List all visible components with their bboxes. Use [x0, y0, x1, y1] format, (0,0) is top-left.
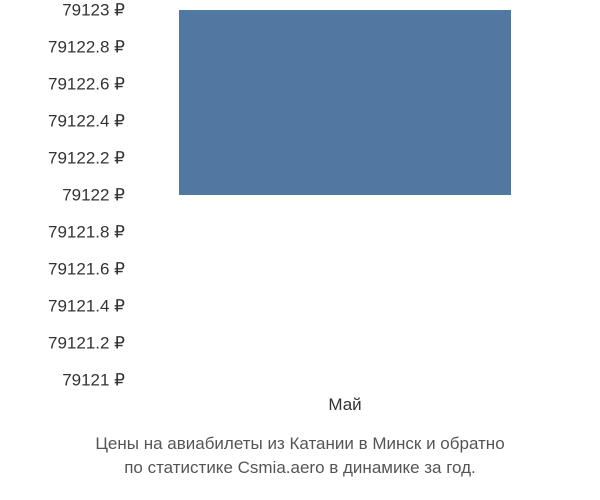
y-tick-label: 79122 ₽	[62, 187, 125, 204]
x-axis: Май	[130, 395, 560, 425]
y-tick-label: 79121.8 ₽	[48, 224, 125, 241]
y-tick-label: 79122.8 ₽	[48, 39, 125, 56]
chart-caption: Цены на авиабилеты из Катании в Минск и …	[0, 432, 600, 480]
chart-area: 79123 ₽79122.8 ₽79122.6 ₽79122.4 ₽79122.…	[0, 10, 600, 390]
x-tick-label: Май	[328, 395, 361, 415]
y-tick-label: 79122.6 ₽	[48, 76, 125, 93]
bar	[179, 10, 510, 195]
y-tick-label: 79123 ₽	[62, 2, 125, 19]
caption-line1: Цены на авиабилеты из Катании в Минск и …	[95, 434, 504, 453]
y-tick-label: 79121 ₽	[62, 372, 125, 389]
y-tick-label: 79122.4 ₽	[48, 113, 125, 130]
y-tick-label: 79121.4 ₽	[48, 298, 125, 315]
caption-line2: по статистике Csmia.aero в динамике за г…	[124, 458, 476, 477]
y-tick-label: 79122.2 ₽	[48, 150, 125, 167]
y-tick-label: 79121.6 ₽	[48, 261, 125, 278]
y-axis: 79123 ₽79122.8 ₽79122.6 ₽79122.4 ₽79122.…	[0, 10, 130, 390]
y-tick-label: 79121.2 ₽	[48, 335, 125, 352]
plot-area	[130, 10, 560, 380]
